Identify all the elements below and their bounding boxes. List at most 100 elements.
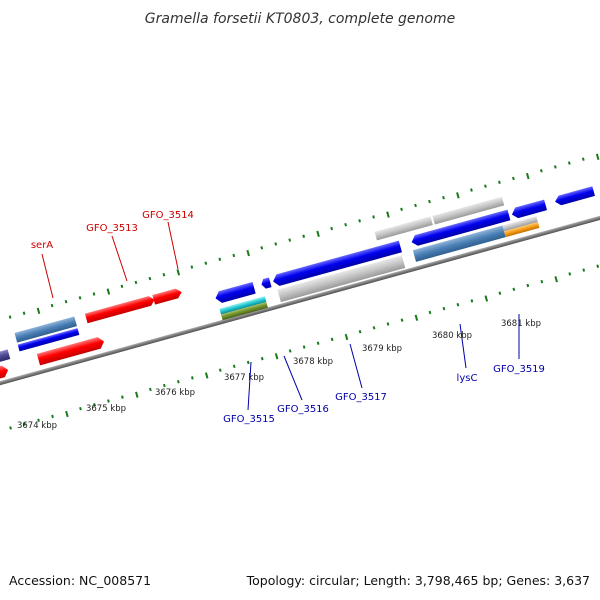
forward-tick	[358, 219, 361, 223]
label-serA: serA	[31, 240, 53, 251]
forward-tick	[162, 273, 166, 277]
gene-small-blue[interactable]	[260, 277, 272, 289]
gene-GFO_3519-region[interactable]	[432, 196, 505, 225]
reverse-tick	[512, 287, 516, 292]
gene-GFO_3514[interactable]	[152, 287, 183, 305]
gene-serA-reverse[interactable]	[17, 328, 80, 352]
gene-GFO_3516-GFO_3517[interactable]	[272, 240, 402, 288]
reverse-tick	[582, 268, 586, 272]
reverse-tick	[149, 387, 152, 392]
scale-label-3675: 3675 kbp	[86, 404, 126, 414]
reverse-tick	[526, 283, 530, 288]
reverse-tick	[400, 318, 404, 322]
forward-tick	[498, 180, 501, 185]
gene-lysC-steel[interactable]	[412, 225, 506, 262]
forward-tick	[106, 288, 111, 295]
forward-tick	[274, 242, 278, 246]
genome-track	[0, 153, 600, 430]
forward-tick	[567, 161, 571, 165]
reverse-tick	[302, 345, 306, 349]
forward-tick	[442, 196, 445, 200]
reverse-tick	[386, 322, 390, 326]
gene-GFO_3519[interactable]	[510, 199, 548, 220]
forward-tick	[148, 276, 152, 281]
reverse-tick	[37, 418, 40, 422]
forward-tick	[134, 280, 138, 285]
reverse-tick-ruler	[9, 264, 600, 430]
forward-tick-ruler	[8, 153, 600, 319]
forward-tick	[302, 234, 306, 238]
forward-tick	[456, 192, 460, 199]
gene-lysC-region[interactable]	[374, 216, 433, 241]
reverse-tick	[344, 333, 349, 341]
forward-tick	[8, 315, 12, 319]
forward-tick	[232, 253, 236, 258]
reverse-tick	[9, 426, 12, 430]
reverse-tick	[176, 380, 180, 384]
forward-tick	[539, 169, 543, 173]
label-GFO_3519: GFO_3519	[493, 364, 545, 375]
forward-tick	[190, 265, 194, 269]
forward-tick	[400, 207, 403, 211]
gene-red-left-2[interactable]	[36, 336, 106, 366]
genome-backbone	[0, 192, 600, 409]
gene-lysC[interactable]	[410, 209, 511, 247]
reverse-tick	[484, 295, 489, 302]
reverse-tick	[107, 399, 110, 403]
forward-tick	[414, 203, 417, 208]
leader-GFO_3515	[247, 361, 252, 411]
gene-serA[interactable]	[14, 316, 77, 343]
gene-GFO_3516-gray[interactable]	[277, 255, 406, 303]
reverse-tick	[246, 360, 250, 365]
gene-GFO_3519-orange[interactable]	[504, 222, 540, 238]
label-GFO_3515: GFO_3515	[223, 414, 275, 425]
forward-tick	[553, 165, 557, 169]
gene-GFO_3515-olive[interactable]	[221, 302, 268, 321]
leader-GFO_3514	[167, 221, 179, 270]
forward-tick	[50, 303, 54, 308]
forward-tick	[36, 307, 41, 314]
reverse-tick	[65, 410, 69, 418]
reverse-tick	[428, 310, 432, 315]
topology-text: Topology: circular; Length: 3,798,465 bp…	[246, 573, 590, 588]
gene-GFO_3519-gray[interactable]	[502, 216, 538, 232]
accession-text: Accession: NC_008571	[9, 573, 152, 588]
forward-tick	[372, 215, 375, 219]
leader-lysC	[459, 323, 467, 369]
forward-tick	[260, 246, 264, 250]
reverse-tick	[316, 341, 320, 345]
reverse-tick	[232, 364, 236, 369]
label-leaders	[41, 221, 520, 411]
label-lysC: lysC	[457, 373, 478, 384]
label-GFO_3517: GFO_3517	[335, 392, 387, 403]
reverse-tick	[442, 306, 446, 311]
scale-label-3678: 3678 kbp	[293, 357, 333, 367]
scale-label-3677: 3677 kbp	[224, 373, 264, 383]
reverse-tick	[456, 303, 460, 307]
reverse-tick	[51, 414, 54, 419]
forward-tick	[78, 296, 82, 300]
gene-right-blue[interactable]	[554, 186, 595, 206]
forward-tick	[386, 211, 390, 218]
forward-tick	[581, 157, 585, 161]
forward-tick	[288, 238, 292, 242]
reverse-tick	[79, 406, 82, 411]
gene-GFO_3515-cyan[interactable]	[219, 296, 267, 315]
forward-tick	[92, 292, 96, 296]
reverse-tick	[135, 391, 139, 398]
reverse-tick	[162, 383, 166, 388]
scale-label-3676: 3676 kbp	[155, 388, 195, 398]
reverse-tick	[260, 356, 264, 361]
gene-GFO_3513[interactable]	[84, 295, 156, 324]
forward-tick	[512, 176, 515, 181]
forward-tick	[64, 299, 68, 304]
label-GFO_3513: GFO_3513	[86, 223, 138, 234]
map-title: Gramella forsetii KT0803, complete genom…	[145, 11, 455, 27]
leader-serA	[41, 253, 54, 299]
forward-tick	[484, 184, 487, 188]
reverse-tick	[596, 264, 600, 268]
reverse-tick	[23, 422, 26, 426]
gene-GFO_3515[interactable]	[214, 281, 256, 304]
